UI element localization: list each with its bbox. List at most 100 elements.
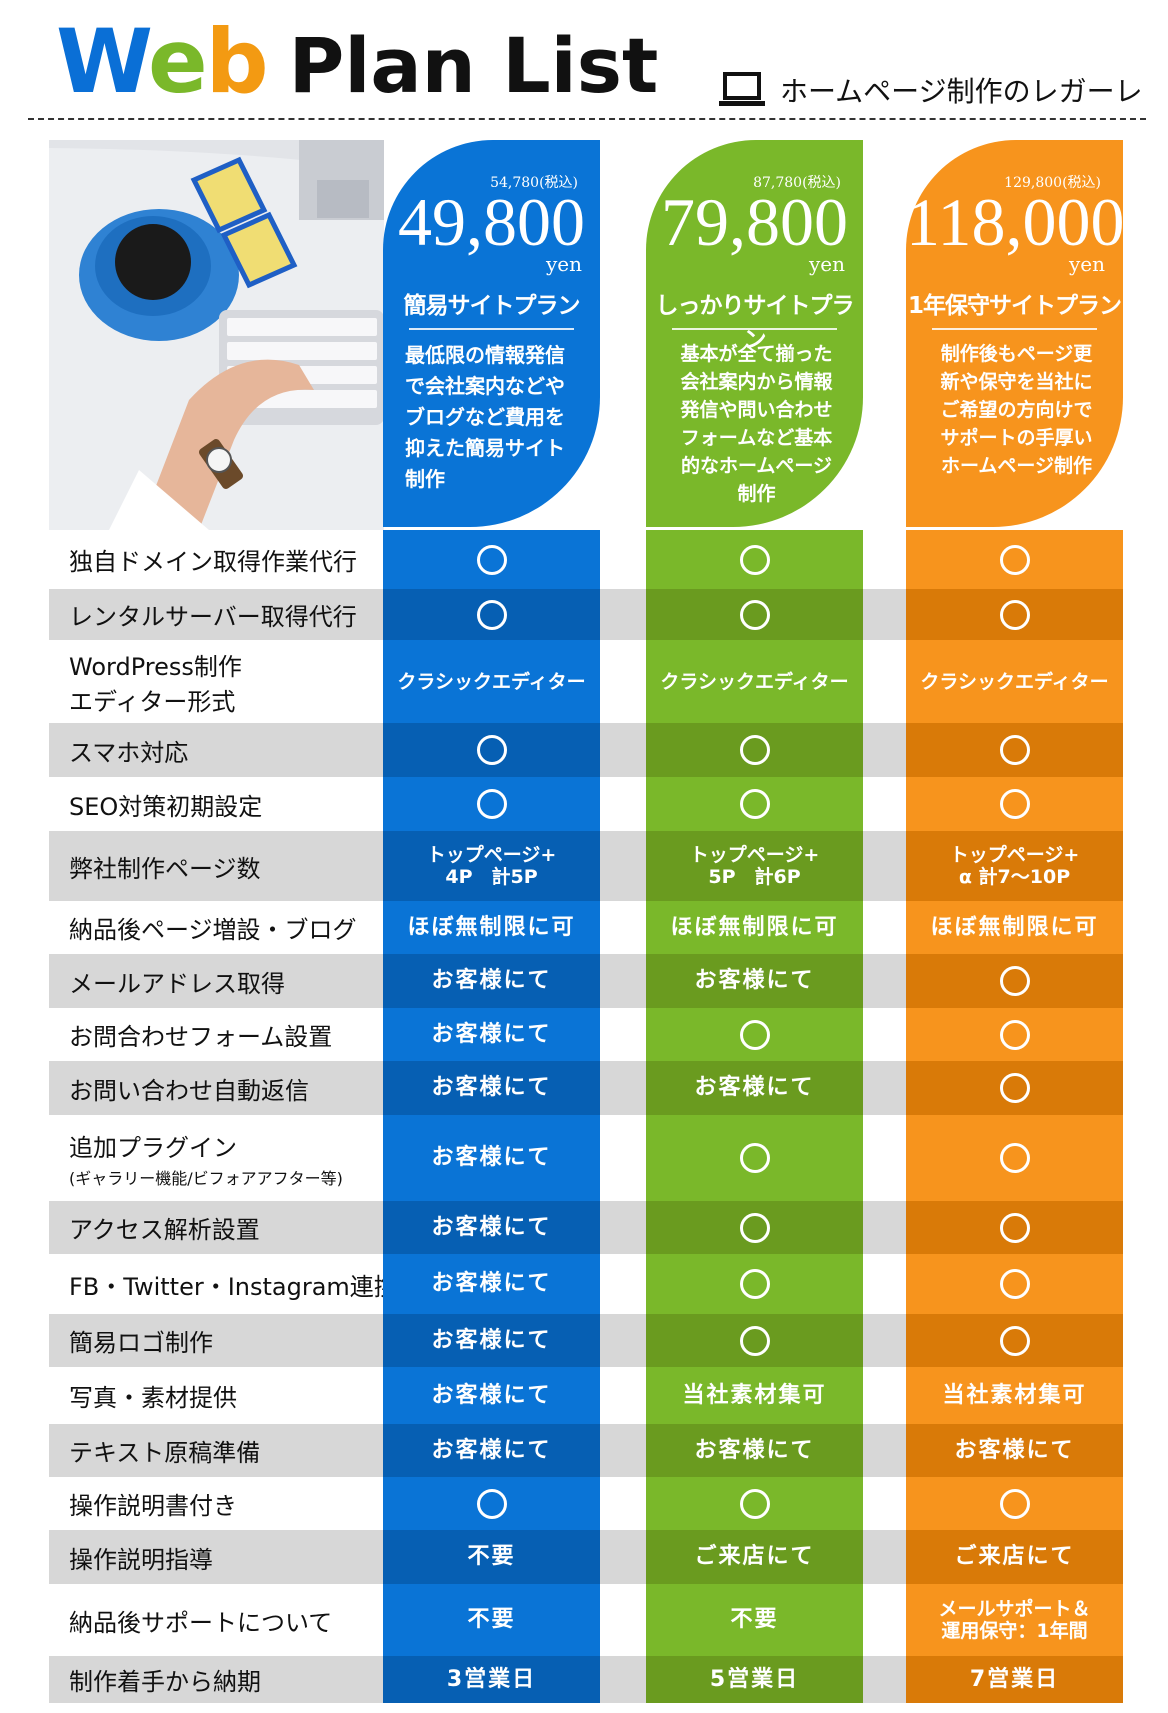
circle-check-icon — [476, 735, 507, 765]
plan-cell-text: お客様にて — [694, 1075, 815, 1100]
row-label: 追加プラグイン (ギャラリー機能/ビフォアアフター等) — [69, 1115, 343, 1201]
circle-check-icon — [739, 735, 770, 765]
plan-description-line: フォームなど基本 — [680, 427, 833, 449]
plan-tax-price: 54,780(税込) — [490, 175, 578, 191]
table-row: メールアドレス取得 お客様にて お客様にて — [49, 954, 1123, 1008]
plan-description: 最低限の情報発信 で会社案内などや ブログなど費用を 抑えた簡易サイト 制作 — [405, 340, 582, 495]
plan-cell: お客様にて — [383, 1201, 600, 1254]
plan-description-line: 基本が全て揃った — [680, 343, 833, 365]
row-label: 納品後ページ増設・ブログ — [69, 901, 357, 954]
row-label-text: 制作着手から納期 — [69, 1668, 261, 1696]
plan-cell: お客様にて — [646, 954, 863, 1008]
plan-cell — [383, 1477, 600, 1530]
plan-cell — [906, 723, 1123, 777]
circle-check-icon — [739, 1269, 770, 1299]
plan-cell-text: ほぼ無制限に可 — [407, 914, 576, 940]
table-row: レンタルサーバー取得代行 — [49, 589, 1123, 640]
row-label-text: 納品後ページ増設・ブログ — [69, 916, 357, 944]
circle-check-icon — [999, 1269, 1030, 1299]
circle-check-icon — [739, 789, 770, 819]
plan-cell: ほぼ無制限に可 — [906, 901, 1123, 954]
plan-cell — [646, 530, 863, 589]
plan-cell-text: 7営業日 — [969, 1666, 1060, 1692]
row-label-text: レンタルサーバー取得代行 — [69, 603, 357, 631]
circle-check-icon — [739, 1019, 770, 1050]
circle-check-icon — [999, 735, 1030, 765]
plan-cell: お客様にて — [383, 1061, 600, 1115]
plan-cell — [646, 1008, 863, 1061]
plan-cell — [646, 1201, 863, 1254]
row-label-text: 写真・素材提供 — [69, 1384, 237, 1412]
plan-description-line: 制作後もページ更 — [940, 343, 1093, 365]
plan-cell: 7営業日 — [906, 1656, 1123, 1703]
plan-price: 79,800 — [661, 184, 848, 260]
row-label-text: 納品後サポートについて — [69, 1608, 333, 1637]
row-label: レンタルサーバー取得代行 — [69, 589, 357, 640]
plan-description-line: 制作 — [737, 483, 776, 505]
circle-check-icon — [476, 599, 507, 630]
plan-cell-text: 当社素材集可 — [942, 1382, 1087, 1408]
plan-cell: お客様にて — [383, 1367, 600, 1424]
plan-description-line: で会社案内などや — [405, 374, 565, 398]
plan-description: 基本が全て揃った 会社案内から情報 発信や問い合わせ フォームなど基本 的なホー… — [668, 340, 845, 508]
plan-description-line: 的なホームページ — [680, 455, 833, 477]
plan-price: 118,000 — [906, 184, 1125, 260]
plan-rule — [409, 328, 574, 330]
plan-cell — [906, 589, 1123, 640]
row-label-text: SEO対策初期設定 — [69, 792, 263, 821]
circle-check-icon — [739, 1143, 770, 1173]
row-label: 操作説明指導 — [69, 1530, 213, 1584]
row-label-text: WordPress制作 — [69, 652, 242, 681]
plan-cell: 当社素材集可 — [906, 1367, 1123, 1424]
plan-card-bg — [906, 140, 1123, 527]
table-row: SEO対策初期設定 — [49, 777, 1123, 831]
table-row: 納品後ページ増設・ブログ ほぼ無制限に可 ほぼ無制限に可 ほぼ無制限に可 — [49, 901, 1123, 954]
plan-description: 制作後もページ更 新や保守を当社に ご希望の方向けで サポートの手厚い ホームペ… — [928, 340, 1105, 480]
plan-cell: お客様にて — [646, 1424, 863, 1477]
desk-photo — [49, 140, 384, 530]
plan-cell: メールサポート＆ 運用保守：1年間 — [906, 1584, 1123, 1656]
row-label: WordPress制作 エディター形式 — [69, 640, 242, 723]
circle-check-icon — [999, 1073, 1030, 1103]
row-label: 操作説明書付き — [69, 1477, 237, 1530]
plan-cell — [383, 777, 600, 831]
row-label: お問合わせフォーム設置 — [69, 1008, 332, 1061]
plan-description-line: 制作 — [405, 467, 445, 491]
circle-check-icon — [739, 544, 770, 575]
plan-cell-text: ご来店にて — [954, 1544, 1075, 1569]
row-label-text: エディター形式 — [69, 687, 236, 716]
plan-cell: 5営業日 — [646, 1656, 863, 1703]
plan-cell — [646, 1254, 863, 1314]
plan-cell-text: トップページ+ α 計7〜10P — [949, 844, 1080, 888]
plan-price-unit: yen — [1068, 252, 1105, 276]
circle-check-icon — [999, 1325, 1030, 1356]
plan-description-line: 抑えた簡易サイト — [405, 436, 565, 460]
table-row: アクセス解析設置 お客様にて — [49, 1201, 1123, 1254]
circle-check-icon — [999, 1019, 1030, 1050]
plan-cell-text: お客様にて — [431, 1021, 552, 1047]
table-row: 独自ドメイン取得作業代行 — [49, 530, 1123, 589]
row-label-text: 簡易ロゴ制作 — [69, 1329, 213, 1357]
plan-cell: 不要 — [646, 1584, 863, 1656]
row-label: 写真・素材提供 — [69, 1367, 237, 1424]
circle-check-icon — [999, 1212, 1030, 1243]
row-label-text: アクセス解析設置 — [69, 1216, 260, 1244]
plan-cell: お客様にて — [383, 1008, 600, 1061]
circle-check-icon — [739, 1325, 770, 1356]
table-row: WordPress制作 エディター形式 クラシックエディター クラシックエディター クラ… — [49, 640, 1123, 723]
plan-cell — [906, 1115, 1123, 1201]
row-label: SEO対策初期設定 — [69, 777, 262, 831]
plan-cell: お客様にて — [383, 1254, 600, 1314]
circle-check-icon — [476, 544, 507, 575]
plan-cell — [906, 954, 1123, 1008]
row-label: スマホ対応 — [69, 723, 188, 777]
table-row: 制作着手から納期 3営業日 5営業日 7営業日 — [49, 1656, 1123, 1703]
row-label: 弊社制作ページ数 — [69, 831, 261, 901]
circle-check-icon — [476, 789, 507, 819]
plan-cell-text: クラシックエディター — [920, 670, 1109, 693]
plan-cell-text: クラシックエディター — [397, 670, 586, 693]
row-label: テキスト原稿準備 — [69, 1424, 260, 1477]
row-label: お問い合わせ自動返信 — [69, 1061, 309, 1115]
plan-card-bg — [646, 140, 863, 527]
divider — [28, 118, 1146, 120]
